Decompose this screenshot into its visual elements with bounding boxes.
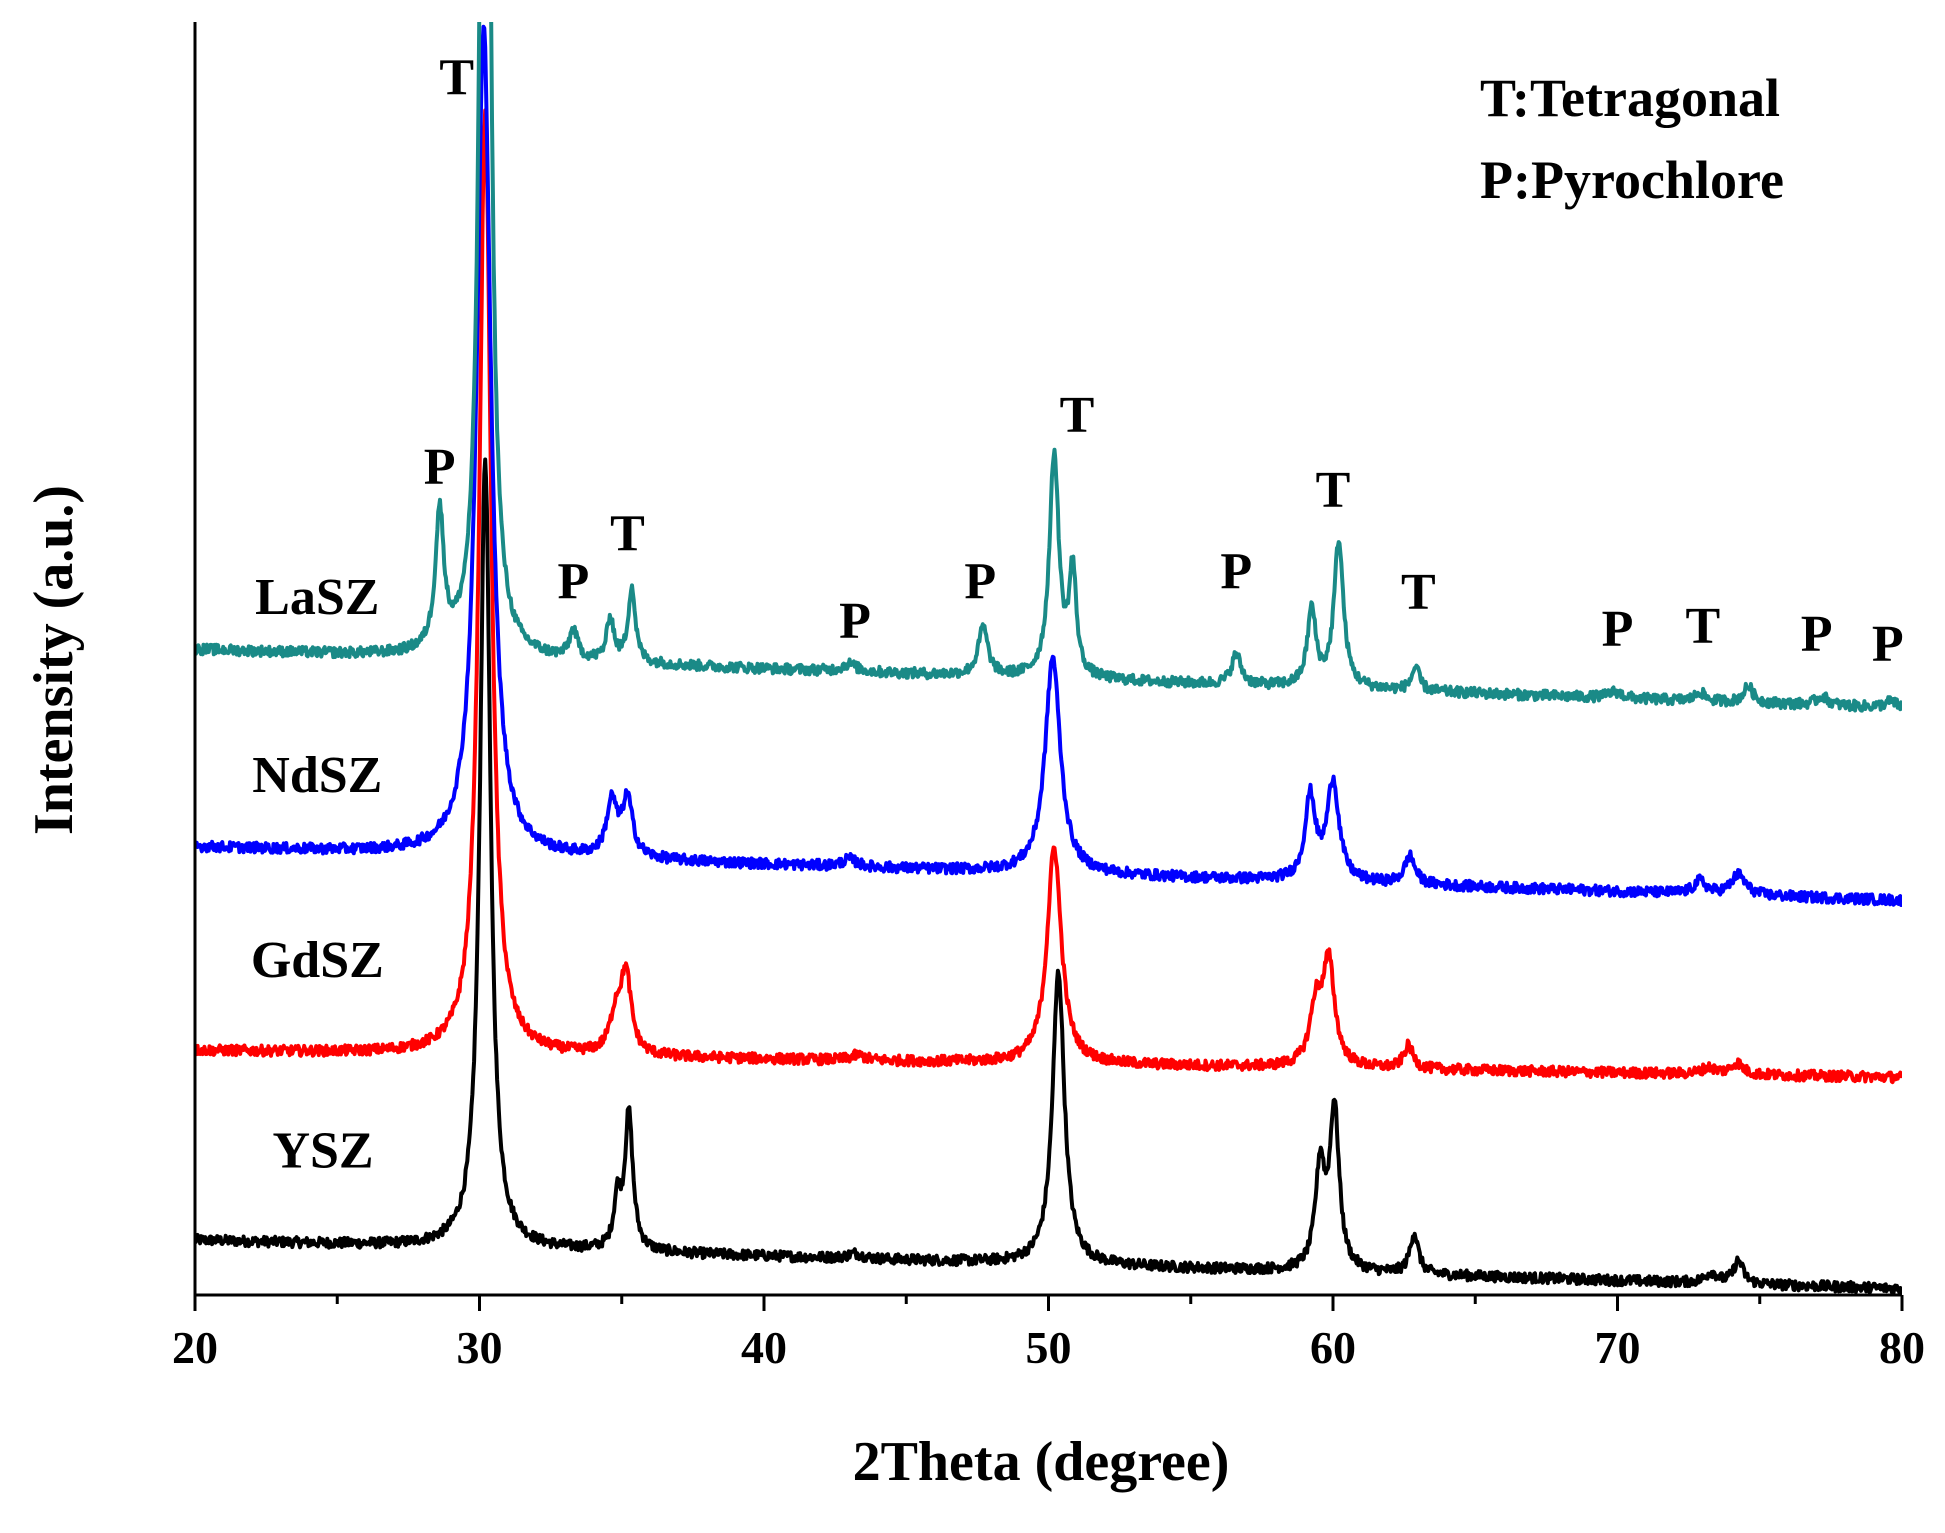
trace-lasz <box>195 22 1902 713</box>
x-tick-label: 20 <box>172 1322 218 1373</box>
x-tick-label: 60 <box>1310 1322 1356 1373</box>
peak-label-pyrochlore: P <box>1801 606 1833 663</box>
legend-pyrochlore: P:Pyrochlore <box>1480 150 1784 210</box>
series-label-ysz: YSZ <box>272 1123 373 1180</box>
series-label-gdsz: GdSZ <box>251 932 384 989</box>
peak-label-pyrochlore: P <box>1220 543 1252 600</box>
tick-layer: 20 30 40 50 60 70 80 <box>172 1295 1925 1373</box>
series-label-lasz: LaSZ <box>255 569 379 626</box>
x-axis-title: 2Theta (degree) <box>853 1431 1230 1493</box>
x-tick-label: 30 <box>457 1322 503 1373</box>
peak-label-pyrochlore: P <box>424 439 456 496</box>
peak-label-pyrochlore: P <box>839 593 871 650</box>
legend-tetragonal: T:Tetragonal <box>1480 68 1780 128</box>
trace-layer <box>195 22 1902 1295</box>
x-tick-label: 40 <box>741 1322 787 1373</box>
peak-label-pyrochlore: P <box>558 554 590 611</box>
peak-label-tetragonal: T <box>1686 598 1721 655</box>
series-label-ndsz: NdSZ <box>252 747 382 804</box>
plot-frame <box>193 22 1902 1297</box>
peak-label-tetragonal: T <box>1401 564 1436 621</box>
x-tick-label: 70 <box>1595 1322 1641 1373</box>
x-tick-label: 50 <box>1026 1322 1072 1373</box>
peak-label-tetragonal: T <box>610 505 645 562</box>
peak-label-tetragonal: T <box>1060 387 1095 444</box>
x-tick-label: 80 <box>1879 1322 1925 1373</box>
peak-label-pyrochlore: P <box>1872 616 1904 673</box>
peak-label-pyrochlore: P <box>964 554 996 611</box>
peak-label-tetragonal: T <box>439 50 474 107</box>
y-axis-title: Intensity (a.u.) <box>23 485 85 835</box>
trace-ysz <box>195 457 1902 1295</box>
trace-gdsz <box>195 108 1902 1085</box>
peak-label-pyrochlore: P <box>1602 601 1634 658</box>
peak-label-tetragonal: T <box>1316 462 1351 519</box>
